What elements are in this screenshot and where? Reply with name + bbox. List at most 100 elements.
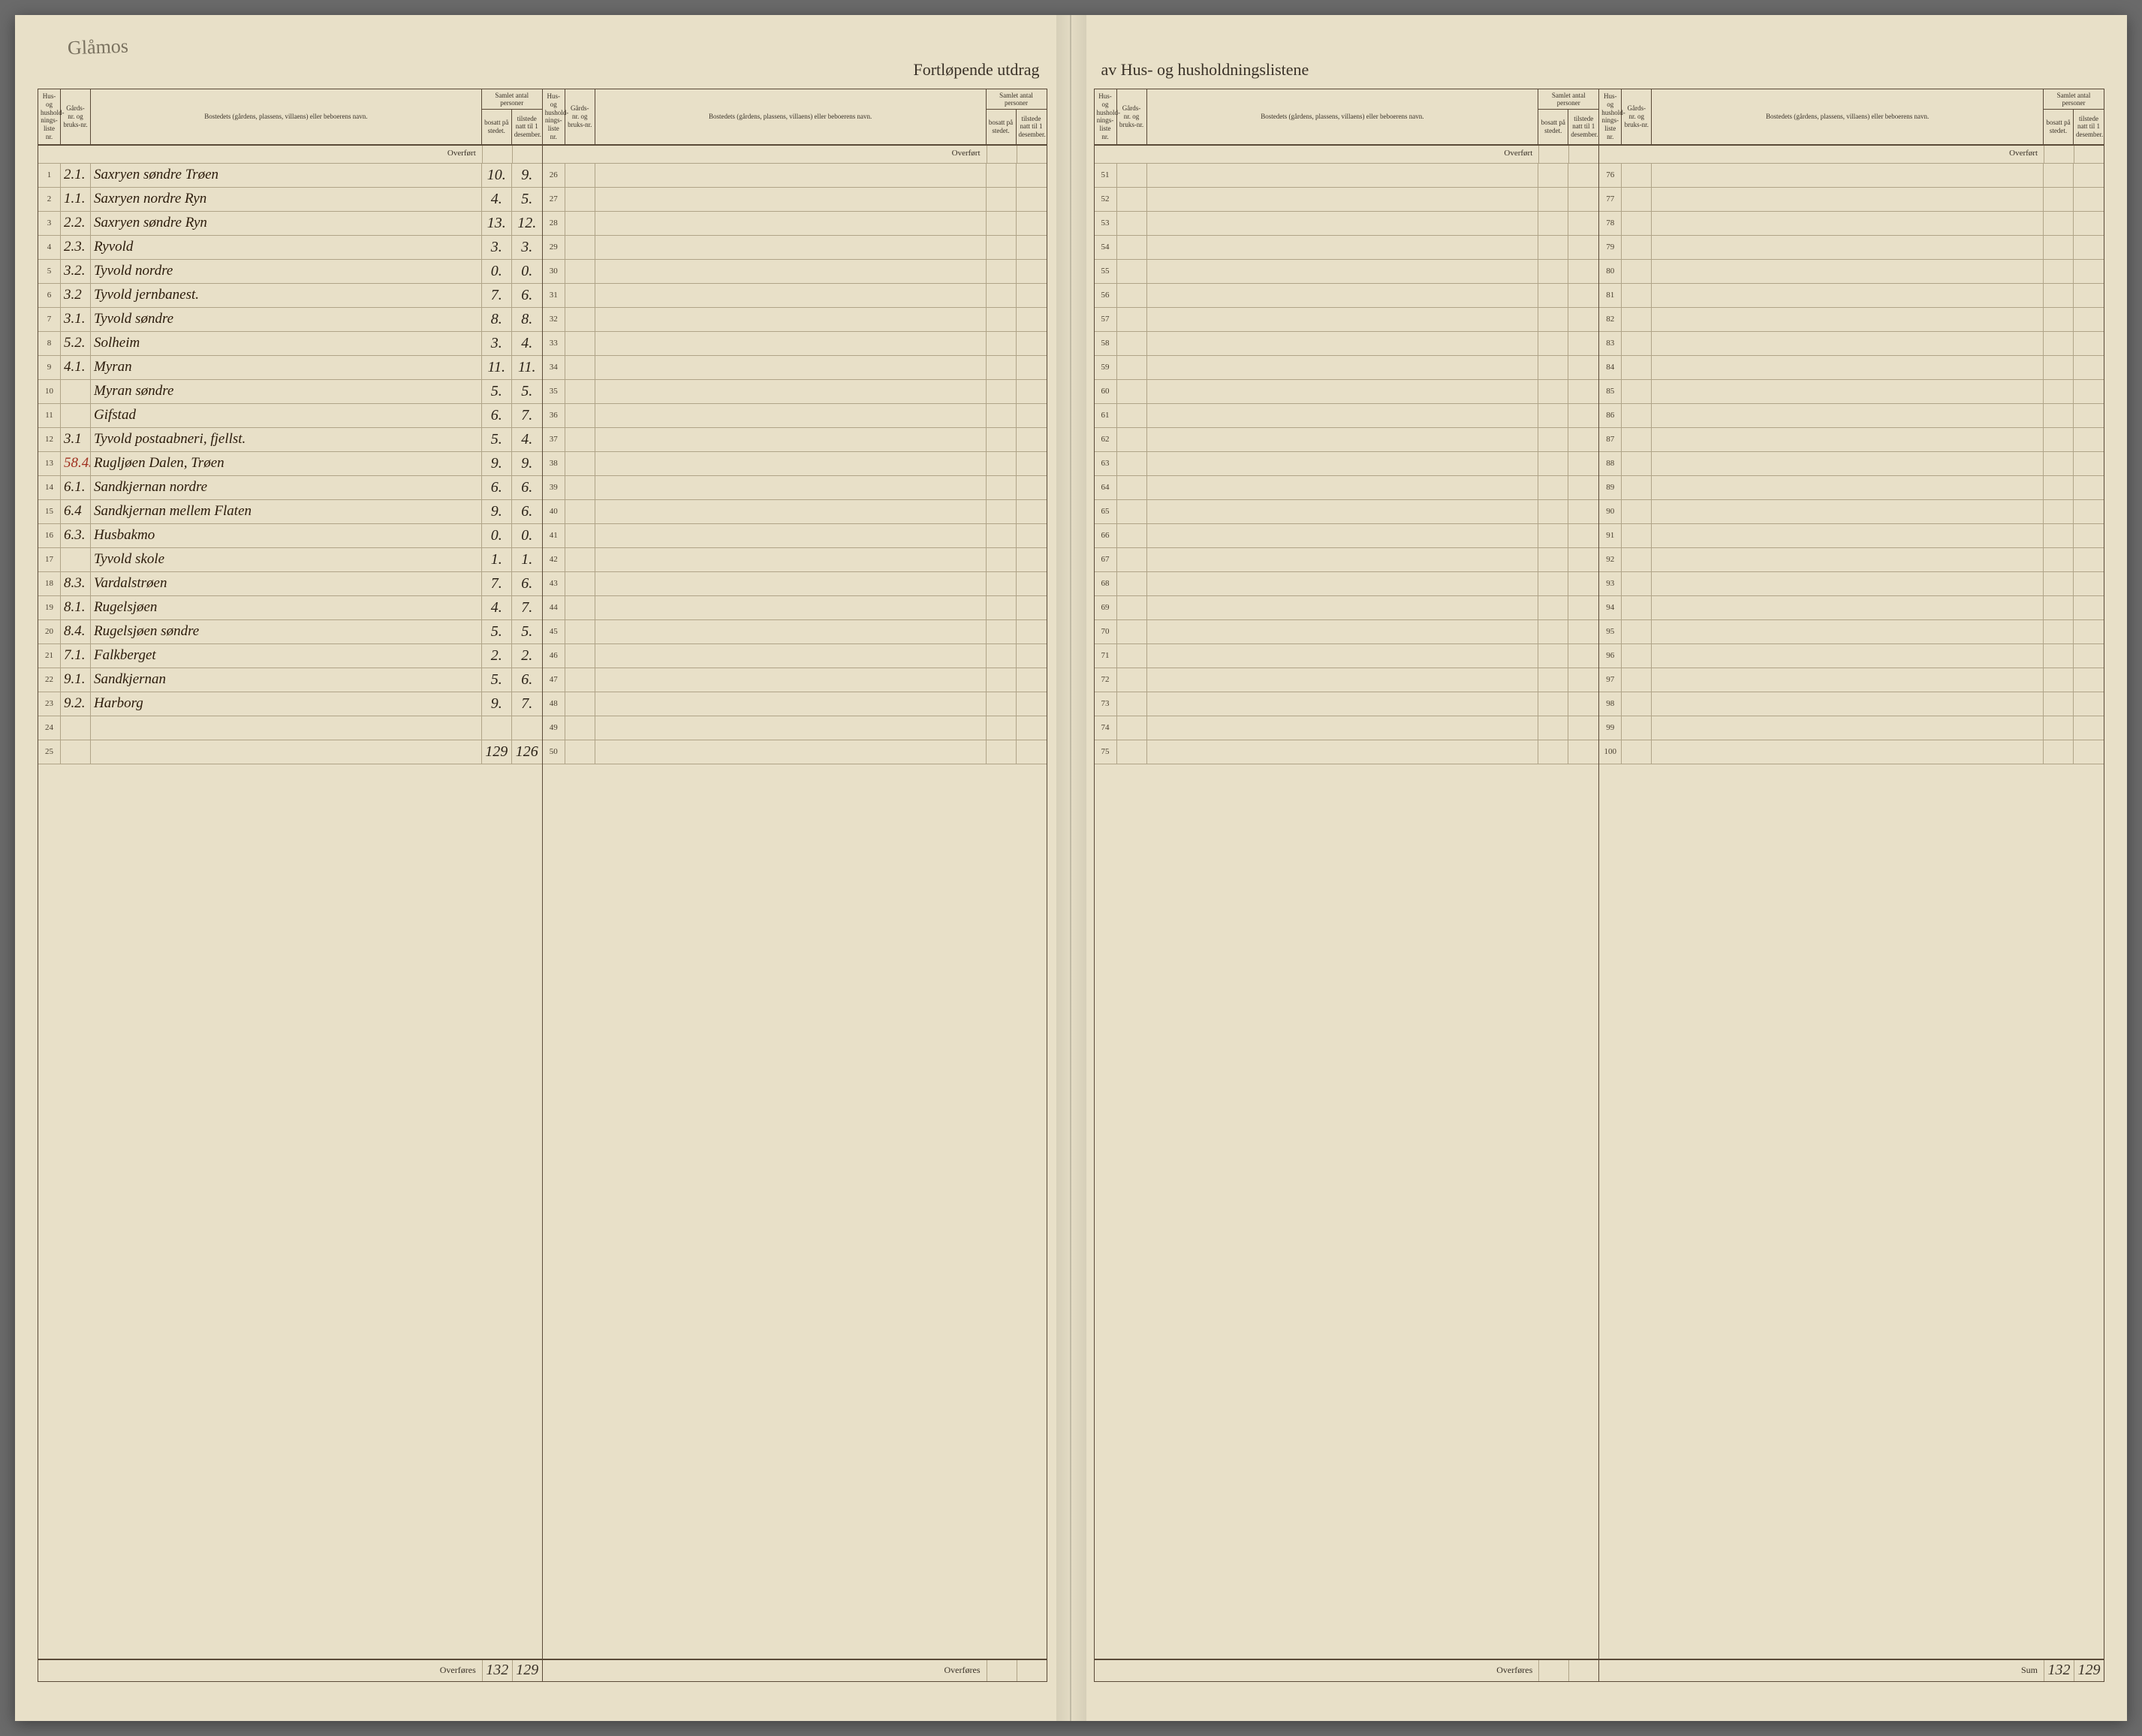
tilstede-count (1017, 356, 1047, 379)
bosted-name (1147, 500, 1539, 523)
row-number: 16 (38, 524, 61, 547)
table-row: 47 (543, 668, 1047, 692)
title-left: Fortløpende utdrag (38, 60, 1047, 80)
gard-nr: 7.1. (61, 644, 91, 668)
tilstede-count (1017, 332, 1047, 355)
gard-nr (565, 476, 595, 499)
gard-nr (565, 308, 595, 331)
bosatt-count (2044, 548, 2074, 571)
tilstede-count (1568, 668, 1598, 692)
gard-nr (1622, 380, 1652, 403)
table-row: 79 (1599, 236, 2104, 260)
bosted-name (1147, 332, 1539, 355)
tilstede-count: 6. (512, 572, 542, 595)
bosatt-count (2044, 404, 2074, 427)
bosatt-count (2044, 524, 2074, 547)
table-row: 62 (1095, 428, 1599, 452)
bosatt-count (987, 428, 1017, 451)
row-number: 21 (38, 644, 61, 668)
bosatt-count (2044, 716, 2074, 740)
bosatt-count (987, 404, 1017, 427)
bosted-name (595, 716, 987, 740)
tilstede-count (2074, 524, 2104, 547)
gard-nr (61, 548, 91, 571)
gard-nr (565, 740, 595, 764)
tilstede-count (1568, 596, 1598, 619)
bosted-name: Gifstad (91, 404, 482, 427)
bosted-name (595, 524, 987, 547)
tilstede-count (2074, 164, 2104, 187)
table-row: 41 (543, 524, 1047, 548)
gard-nr (1622, 212, 1652, 235)
bosted-name (1652, 452, 2044, 475)
sum-row: Sum 132 129 (1599, 1659, 2104, 1681)
bosatt-count (1538, 596, 1568, 619)
bosted-name (595, 644, 987, 668)
gard-nr (1622, 308, 1652, 331)
gard-nr (1622, 500, 1652, 523)
tilstede-count (512, 716, 542, 740)
row-number: 82 (1599, 308, 1622, 331)
section-2: Hus- og hushold-nings-liste nr. Gårds-nr… (543, 89, 1047, 1682)
bosted-name: Ryvold (91, 236, 482, 259)
table-row: 83 (1599, 332, 2104, 356)
bosted-name (1652, 380, 2044, 403)
table-row: 70 (1095, 620, 1599, 644)
bosatt-count: 8. (482, 308, 512, 331)
bosted-name (595, 692, 987, 716)
bosted-name: Vardalstrøen (91, 572, 482, 595)
row-number: 24 (38, 716, 61, 740)
gard-nr (1117, 212, 1147, 235)
gard-nr: 6.3. (61, 524, 91, 547)
bosted-name (595, 500, 987, 523)
bosted-name (1652, 236, 2044, 259)
bosatt-count (987, 524, 1017, 547)
header-antall-group: Samlet antal personer bosatt på stedet. … (482, 89, 542, 144)
gard-nr (1117, 404, 1147, 427)
tilstede-count (1017, 212, 1047, 235)
tilstede-count (2074, 620, 2104, 643)
table-row: 97 (1599, 668, 2104, 692)
tilstede-count (1017, 572, 1047, 595)
bosatt-count (987, 380, 1017, 403)
row-number: 8 (38, 332, 61, 355)
tilstede-count (1568, 332, 1598, 355)
gard-nr: 2.3. (61, 236, 91, 259)
table-row: 28 (543, 212, 1047, 236)
row-number: 7 (38, 308, 61, 331)
table-row: 34 (543, 356, 1047, 380)
row-number: 38 (543, 452, 565, 475)
gard-nr (1117, 308, 1147, 331)
gard-nr (565, 692, 595, 716)
bosatt-count (1538, 212, 1568, 235)
bosatt-count (987, 644, 1017, 668)
header-liste: Hus- og hushold-nings-liste nr. (38, 89, 61, 144)
bosatt-count (1538, 452, 1568, 475)
gard-nr (1117, 356, 1147, 379)
row-number: 35 (543, 380, 565, 403)
row-number: 83 (1599, 332, 1622, 355)
row-number: 93 (1599, 572, 1622, 595)
gard-nr (565, 500, 595, 523)
bosted-name (1147, 596, 1539, 619)
tilstede-count (2074, 404, 2104, 427)
bosatt-count (987, 260, 1017, 283)
tilstede-count (1568, 428, 1598, 451)
bosatt-count: 9. (482, 500, 512, 523)
gard-nr (565, 236, 595, 259)
bosatt-count (2044, 284, 2074, 307)
tilstede-count (1568, 500, 1598, 523)
row-number: 71 (1095, 644, 1117, 668)
bosted-name (595, 668, 987, 692)
row-number: 49 (543, 716, 565, 740)
table-row: 53.2.Tyvold nordre0.0. (38, 260, 542, 284)
bosted-name (1147, 548, 1539, 571)
right-page: av Hus- og husholdningslistene Hus- og h… (1071, 15, 2128, 1721)
tilstede-count (2074, 260, 2104, 283)
row-number: 73 (1095, 692, 1117, 716)
tilstede-count: 3. (512, 236, 542, 259)
tilstede-count: 7. (512, 596, 542, 619)
bosted-name (1652, 500, 2044, 523)
bosted-name (1652, 260, 2044, 283)
gard-nr (565, 668, 595, 692)
